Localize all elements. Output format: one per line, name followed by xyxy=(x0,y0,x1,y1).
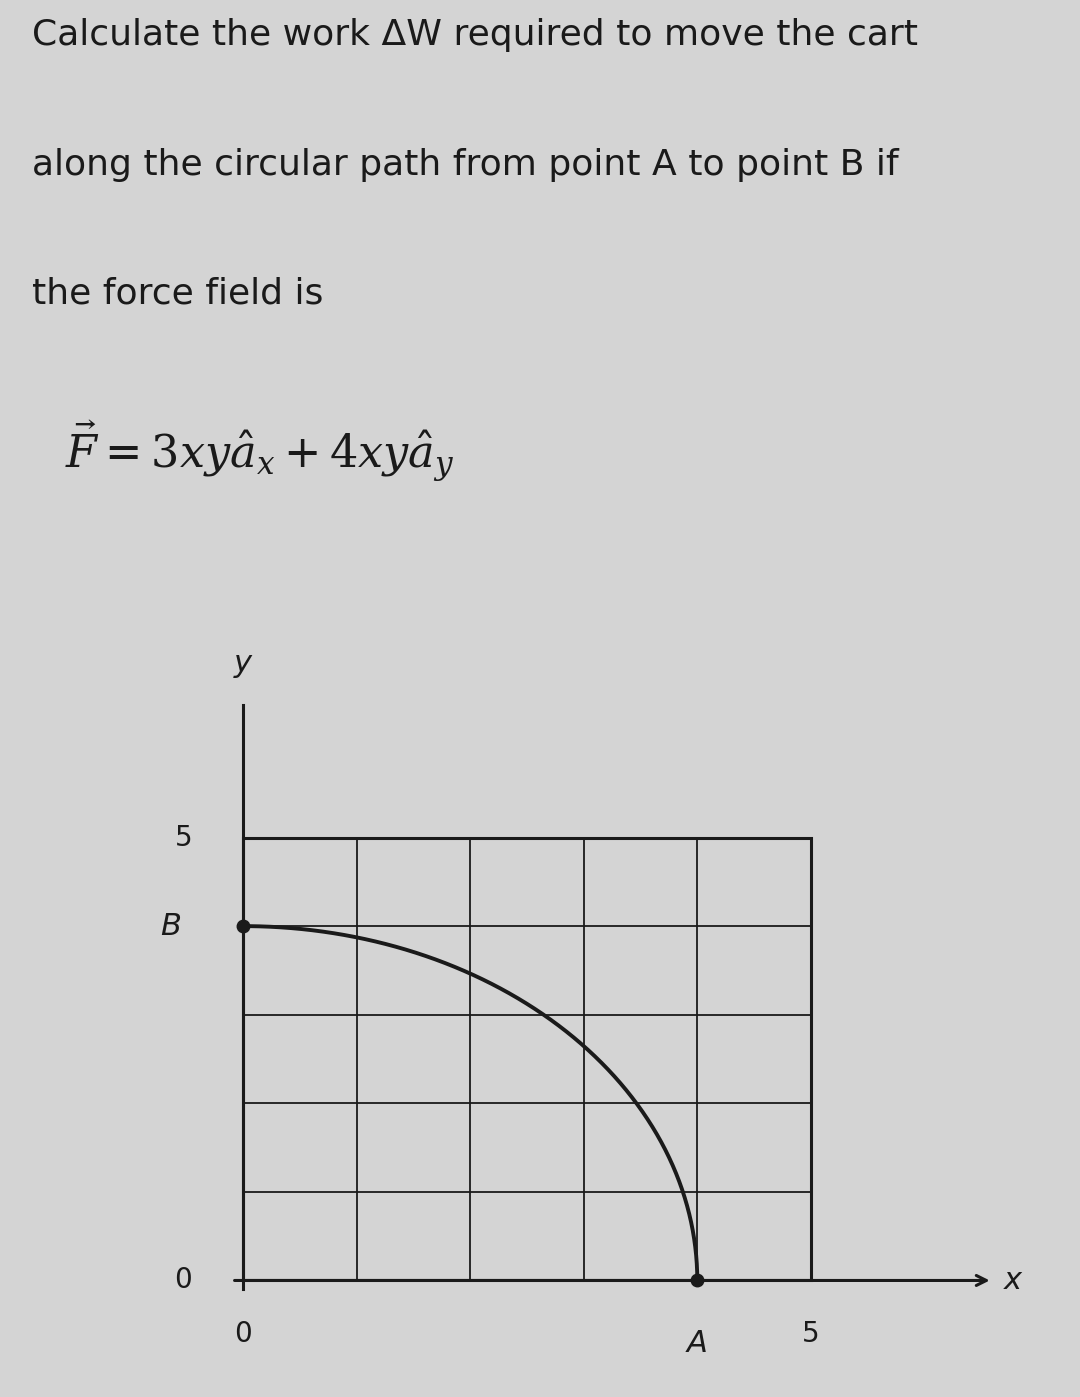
Text: 5: 5 xyxy=(175,823,192,852)
Text: B: B xyxy=(160,912,180,940)
Text: A: A xyxy=(687,1329,707,1358)
Text: y: y xyxy=(234,650,252,678)
Text: 5: 5 xyxy=(802,1320,820,1348)
Text: $\vec{F} = 3xy\hat{a}_x + 4xy\hat{a}_y$: $\vec{F} = 3xy\hat{a}_x + 4xy\hat{a}_y$ xyxy=(65,418,455,483)
Text: x: x xyxy=(1003,1266,1022,1295)
Text: Calculate the work ΔW required to move the cart: Calculate the work ΔW required to move t… xyxy=(32,18,918,53)
Bar xyxy=(243,838,811,1281)
Text: the force field is: the force field is xyxy=(32,277,324,310)
Text: 0: 0 xyxy=(234,1320,252,1348)
Text: 0: 0 xyxy=(174,1267,192,1295)
Text: along the circular path from point A to point B if: along the circular path from point A to … xyxy=(32,148,899,182)
